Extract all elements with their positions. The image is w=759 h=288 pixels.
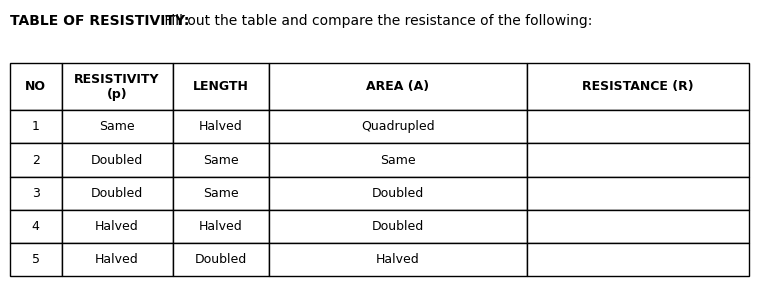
Text: Same: Same [203, 154, 238, 167]
Text: Doubled: Doubled [91, 187, 143, 200]
Text: 3: 3 [32, 187, 39, 200]
Text: NO: NO [25, 80, 46, 93]
Text: Halved: Halved [199, 220, 242, 233]
Text: 1: 1 [32, 120, 39, 133]
Text: TABLE OF RESISTIVITY:: TABLE OF RESISTIVITY: [10, 14, 189, 29]
Text: Doubled: Doubled [372, 187, 424, 200]
Text: LENGTH: LENGTH [193, 80, 248, 93]
Text: Doubled: Doubled [91, 154, 143, 167]
Text: Halved: Halved [95, 253, 139, 266]
Text: Doubled: Doubled [194, 253, 247, 266]
Text: Quadrupled: Quadrupled [361, 120, 435, 133]
Text: Doubled: Doubled [372, 220, 424, 233]
Text: AREA (A): AREA (A) [367, 80, 430, 93]
Text: Same: Same [203, 187, 238, 200]
Text: Halved: Halved [376, 253, 420, 266]
Text: RESISTANCE (R): RESISTANCE (R) [582, 80, 694, 93]
Text: 2: 2 [32, 154, 39, 167]
Text: Halved: Halved [95, 220, 139, 233]
Text: Same: Same [99, 120, 135, 133]
Text: Halved: Halved [199, 120, 242, 133]
Text: 5: 5 [32, 253, 39, 266]
Text: 4: 4 [32, 220, 39, 233]
Text: RESISTIVITY
(p): RESISTIVITY (p) [74, 73, 160, 101]
Text: Fill out the table and compare the resistance of the following:: Fill out the table and compare the resis… [160, 14, 593, 29]
Text: Same: Same [380, 154, 416, 167]
